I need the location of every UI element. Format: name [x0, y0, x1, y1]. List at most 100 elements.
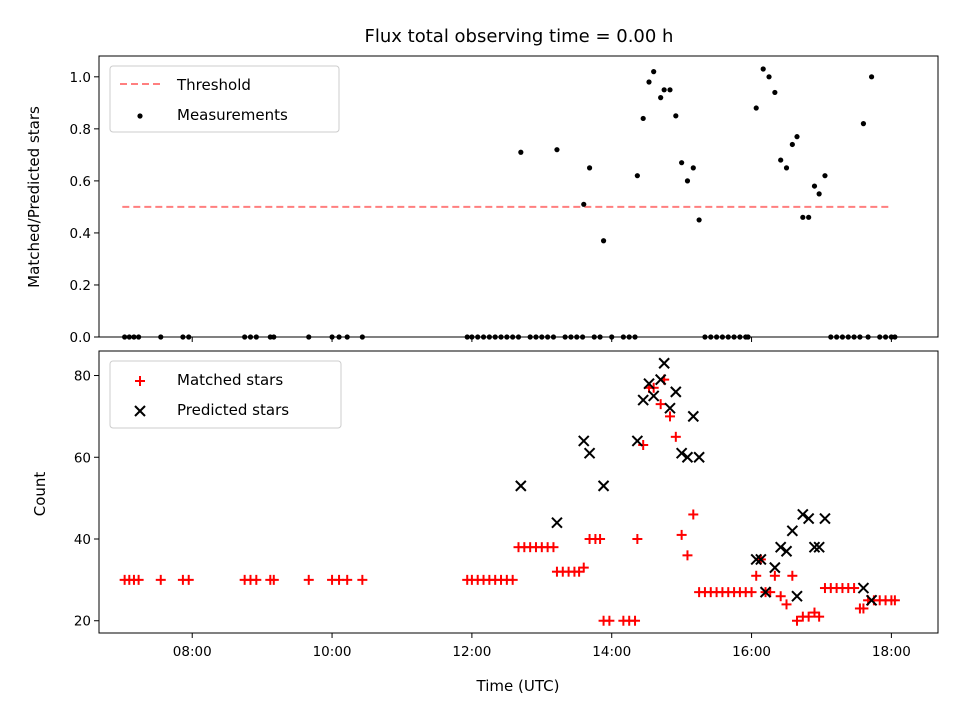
measurement-point — [772, 89, 778, 96]
measurement-point — [679, 160, 685, 166]
matched-point — [578, 562, 589, 573]
cross-stroke — [857, 582, 870, 594]
bottom-x-tick-label: 18:00 — [872, 644, 911, 660]
cross-stroke — [755, 553, 767, 566]
measurement-point — [684, 178, 691, 184]
cross-stroke — [631, 435, 644, 447]
bottom-x-tick-label: 14:00 — [592, 644, 631, 660]
cross-stroke — [774, 541, 787, 553]
predicted-point — [637, 394, 649, 406]
bottom-y-tick-label: 80 — [74, 369, 91, 385]
x-axis-label: Time (UTC) — [476, 677, 560, 695]
predicted-point — [865, 594, 878, 607]
matched-point — [746, 587, 757, 598]
cross-stroke — [664, 402, 676, 414]
cross-stroke — [687, 410, 699, 423]
matched-point — [682, 550, 693, 561]
cross-stroke — [643, 377, 655, 390]
matched-point — [595, 534, 606, 544]
matched-point — [655, 399, 666, 410]
matched-point — [638, 440, 649, 450]
matched-point — [670, 431, 681, 442]
predicted-point — [658, 357, 670, 369]
matched-point — [342, 574, 353, 585]
legend-threshold-label: Threshold — [176, 76, 251, 94]
predicted-point — [583, 447, 596, 459]
matched-point — [604, 615, 615, 626]
measurement-point — [634, 173, 640, 179]
measurement-point — [794, 134, 800, 140]
measurement-point — [789, 141, 795, 148]
bottom-x-tick-label: 12:00 — [452, 644, 491, 660]
top-y-tick-label: 1.0 — [70, 70, 91, 86]
bottom-y-tick-label: 40 — [74, 532, 91, 548]
predicted-point — [515, 480, 527, 492]
predicted-point — [802, 512, 815, 525]
top-y-tick-label: 0.6 — [70, 174, 91, 190]
measurement-point — [760, 66, 766, 72]
measurement-point — [696, 217, 702, 223]
cross-stroke — [597, 480, 610, 492]
top-y-tick-label: 0.8 — [70, 122, 91, 138]
predicted-point — [664, 402, 676, 414]
chart-title: Flux total observing time = 0.00 h — [365, 26, 674, 47]
matched-point — [268, 574, 279, 585]
matched-point — [787, 570, 798, 581]
cross-stroke — [786, 525, 799, 537]
cross-stroke — [654, 373, 667, 386]
predicted-point — [774, 541, 787, 553]
matched-point — [357, 574, 368, 585]
matched-point — [769, 570, 780, 581]
measurement-point — [860, 121, 867, 127]
bottom-axes-frame — [98, 350, 939, 634]
predicted-point — [631, 435, 644, 447]
legend-x-marker — [134, 405, 146, 417]
measurement-point — [661, 87, 667, 93]
predicted-point — [797, 508, 809, 521]
predicted-point — [769, 561, 781, 574]
cross-stroke — [134, 405, 146, 417]
measurement-point — [800, 214, 806, 220]
predicted-point — [786, 525, 799, 537]
cross-stroke — [515, 480, 527, 492]
cross-stroke — [658, 357, 670, 369]
matched-point — [507, 574, 518, 585]
predicted-point — [578, 435, 590, 447]
top-axes-frame — [98, 55, 939, 338]
bottom-y-tick-label: 20 — [74, 614, 91, 630]
measurement-point — [554, 147, 560, 153]
cross-stroke — [670, 386, 682, 398]
matched-point — [803, 611, 814, 622]
cross-stroke — [819, 512, 831, 525]
matched-point — [251, 574, 262, 585]
predicted-point — [759, 586, 772, 598]
cross-stroke — [802, 512, 815, 525]
predicted-point — [647, 390, 660, 402]
predicted-point — [643, 377, 655, 390]
measurement-point — [811, 183, 818, 189]
legend-measurements-swatch — [137, 113, 143, 119]
bottom-legend: Matched stars Predicted stars — [109, 360, 342, 429]
matched-point — [664, 411, 675, 422]
cross-stroke — [750, 553, 762, 566]
predicted-point — [780, 545, 793, 557]
predicted-point — [808, 541, 821, 553]
measurement-point — [518, 149, 524, 155]
matched-point — [858, 603, 869, 614]
matched-point — [183, 574, 194, 585]
matched-point — [155, 574, 166, 585]
legend-measurements-label: Measurements — [177, 106, 288, 124]
bottom-x-tick-label: 10:00 — [313, 644, 352, 660]
top-y-tick-label: 0.0 — [70, 330, 91, 346]
cross-stroke — [693, 451, 705, 463]
matched-point — [781, 599, 792, 610]
top-panel: Flux total observing time = 0.00 h 0.0 0.… — [25, 26, 939, 346]
cross-stroke — [808, 541, 821, 553]
bottom-axes-ticks: 20 40 60 80 08:00 10:00 12:00 14:00 16:00 18:00 — [74, 369, 911, 660]
cross-stroke — [551, 516, 563, 529]
predicted-point — [791, 590, 803, 602]
top-plot-area — [122, 66, 898, 340]
measurement-point — [783, 165, 790, 171]
top-y-tick-label: 0.2 — [70, 278, 91, 294]
